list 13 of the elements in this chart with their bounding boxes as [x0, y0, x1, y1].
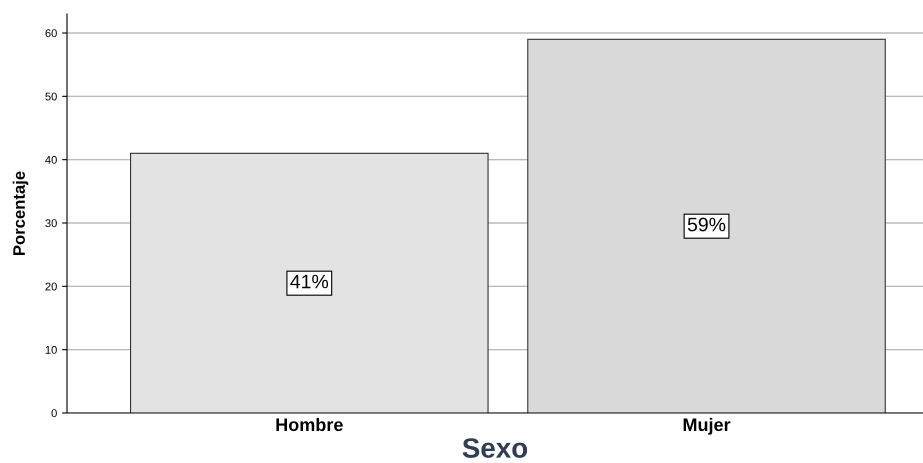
x-tick-label: Mujer	[684, 418, 730, 435]
data-label: 41%	[290, 274, 328, 288]
y-tick-label: 20	[45, 282, 57, 290]
y-tick-label: 10	[46, 346, 57, 354]
y-tick-label: 50	[45, 92, 57, 100]
y-tick-label: 40	[45, 156, 57, 164]
x-axis-title: Sexo	[462, 438, 528, 458]
y-axis-title: Porcentaje	[12, 171, 28, 255]
y-tick-label: 60	[45, 29, 57, 38]
data-label: 59%	[688, 218, 726, 232]
y-tick-label: 30	[45, 219, 57, 228]
x-tick-label: Hombre	[276, 418, 343, 432]
y-tick-label: 0	[52, 409, 57, 418]
